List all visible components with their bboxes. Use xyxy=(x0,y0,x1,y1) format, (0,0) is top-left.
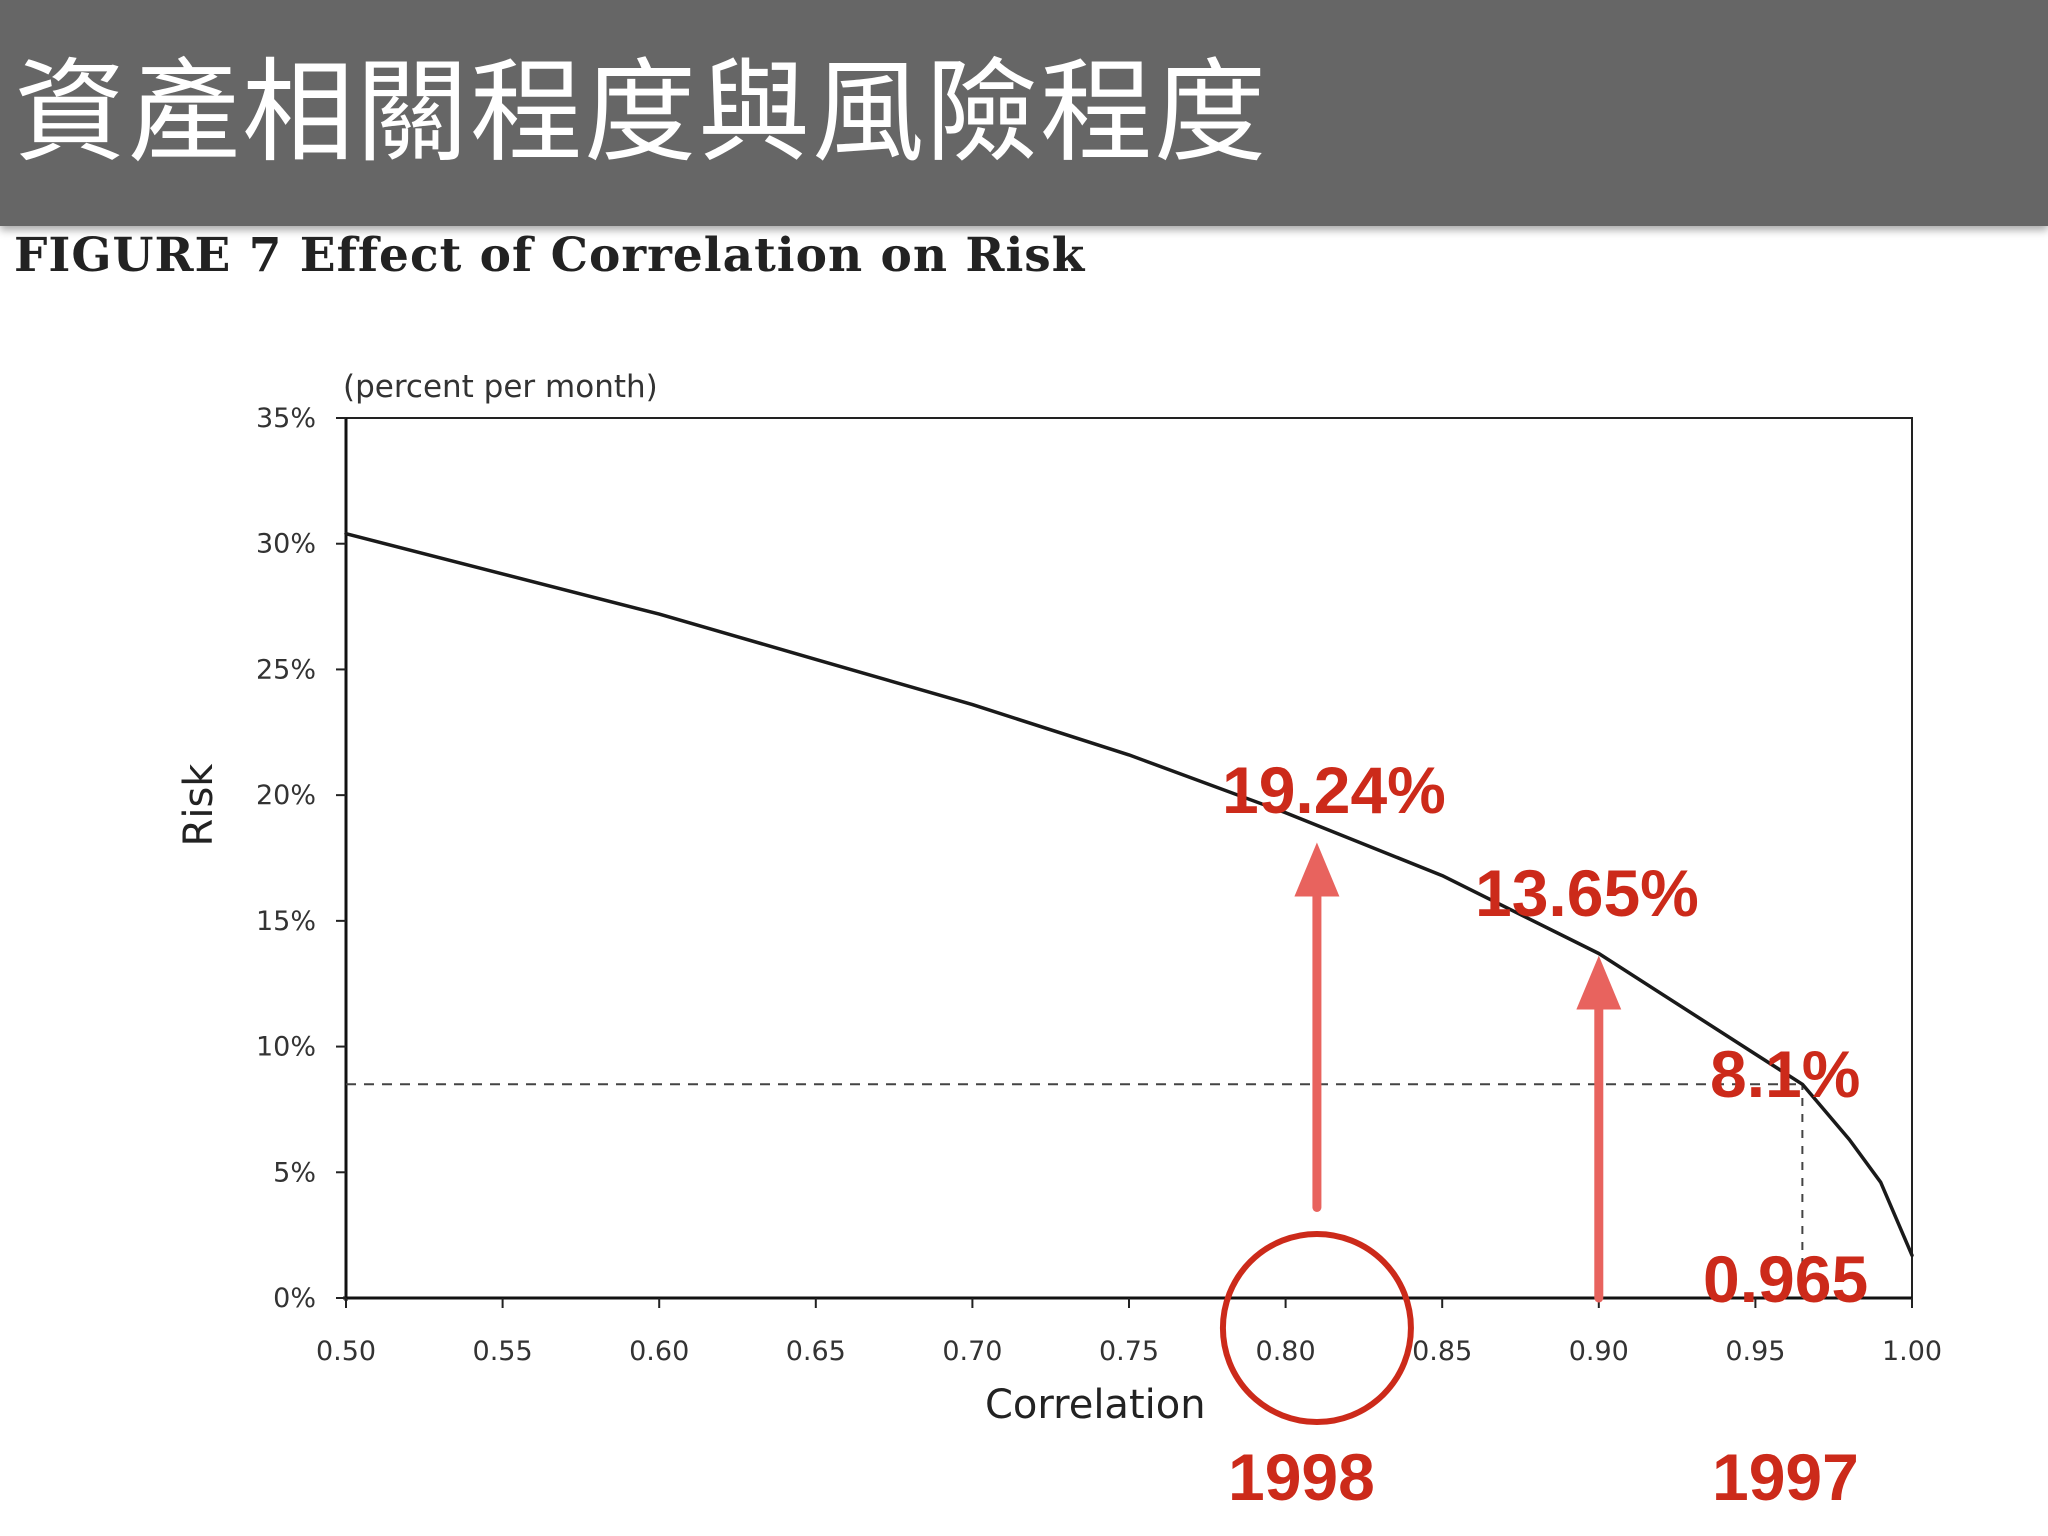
annotation-label: 13.65% xyxy=(1475,856,1699,930)
title-bar xyxy=(0,0,2048,226)
x-tick-label: 0.95 xyxy=(1725,1336,1785,1367)
risk-curve-line xyxy=(344,531,1914,1258)
x-tick-label: 0.60 xyxy=(629,1336,689,1367)
y-unit-label: (percent per month) xyxy=(343,369,658,405)
annotation-label: 0.965 xyxy=(1703,1242,1868,1316)
annotation-label: 19.24% xyxy=(1222,753,1446,827)
y-tick-label: 30% xyxy=(256,529,316,560)
y-tick-label: 20% xyxy=(256,780,316,811)
annotation-label: 1997 xyxy=(1712,1440,1859,1514)
x-axis-title: Correlation xyxy=(985,1382,1206,1428)
y-tick-label: 10% xyxy=(256,1032,316,1063)
y-tick-label: 25% xyxy=(256,654,316,685)
annotation-label: 8.1% xyxy=(1710,1037,1860,1111)
figure-caption: FIGURE 7 Effect of Correlation on Risk xyxy=(14,228,1086,283)
slide-title: 資產相關程度與風險程度 xyxy=(14,48,1268,178)
annotation-label: 1998 xyxy=(1228,1440,1375,1514)
x-tick-label: 0.65 xyxy=(786,1336,846,1367)
y-tick-label: 0% xyxy=(273,1283,316,1314)
y-tick-label: 15% xyxy=(256,906,316,937)
y-axis-title: Risk xyxy=(176,763,222,847)
y-tick-label: 5% xyxy=(273,1157,316,1188)
x-tick-label: 0.80 xyxy=(1256,1336,1316,1367)
x-tick-label: 0.50 xyxy=(316,1336,376,1367)
x-tick-label: 0.75 xyxy=(1099,1336,1159,1367)
x-tick-label: 1.00 xyxy=(1882,1336,1942,1367)
highlight-circle xyxy=(1219,1231,1414,1425)
x-tick-label: 0.70 xyxy=(942,1336,1002,1367)
y-tick-label: 35% xyxy=(256,403,316,434)
x-tick-label: 0.85 xyxy=(1412,1336,1472,1367)
x-tick-label: 0.90 xyxy=(1569,1336,1629,1367)
x-tick-label: 0.55 xyxy=(473,1336,533,1367)
